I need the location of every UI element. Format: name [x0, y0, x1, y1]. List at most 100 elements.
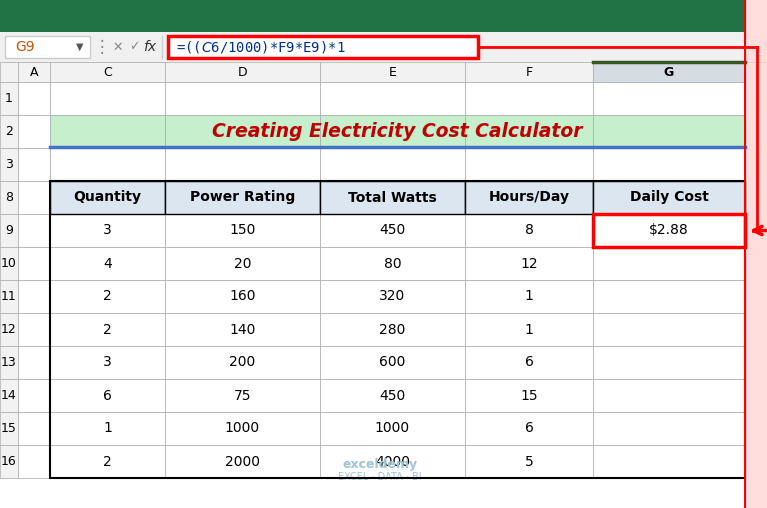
Bar [165, 379, 320, 412]
Bar [465, 82, 593, 115]
Bar [18, 82, 50, 115]
Bar [320, 214, 465, 247]
Text: Daily Cost: Daily Cost [630, 190, 709, 205]
Text: C: C [103, 66, 112, 79]
Text: E: E [389, 66, 397, 79]
Text: 4: 4 [103, 257, 112, 270]
Bar [465, 148, 593, 181]
Text: 1: 1 [5, 92, 13, 105]
Bar [465, 313, 593, 346]
Bar [320, 379, 465, 412]
Bar [18, 115, 50, 148]
Text: exceldemy: exceldemy [342, 458, 417, 471]
Bar [168, 36, 478, 58]
Text: 280: 280 [380, 323, 406, 336]
Text: 8: 8 [525, 224, 533, 238]
Text: 6: 6 [525, 422, 533, 435]
Bar [0, 32, 767, 62]
Bar [465, 181, 593, 214]
Text: 1: 1 [525, 323, 533, 336]
Bar [50, 445, 165, 478]
Bar [593, 379, 745, 412]
Bar [465, 445, 593, 478]
Bar [18, 247, 50, 280]
Text: Quantity: Quantity [74, 190, 141, 205]
Bar [0, 62, 18, 82]
Bar [320, 445, 465, 478]
Bar [465, 62, 593, 82]
Text: G: G [664, 66, 674, 79]
Bar [593, 62, 745, 82]
Text: 2: 2 [103, 455, 112, 468]
Bar [18, 412, 50, 445]
Bar [18, 346, 50, 379]
Text: 150: 150 [229, 224, 255, 238]
Bar [465, 247, 593, 280]
Bar [593, 445, 745, 478]
Bar [165, 181, 320, 214]
Bar [165, 445, 320, 478]
Bar [0, 115, 18, 148]
Text: 2: 2 [103, 323, 112, 336]
Bar [50, 280, 165, 313]
Text: 4000: 4000 [375, 455, 410, 468]
Text: 3: 3 [103, 356, 112, 369]
Bar [593, 148, 745, 181]
Bar [745, 0, 767, 508]
Text: 75: 75 [234, 389, 252, 402]
Text: Power Rating: Power Rating [190, 190, 295, 205]
Text: 9: 9 [5, 224, 13, 237]
Text: 20: 20 [234, 257, 252, 270]
Text: 6: 6 [525, 356, 533, 369]
Bar [593, 181, 745, 214]
Bar [320, 181, 465, 214]
Text: ⋮: ⋮ [94, 38, 110, 56]
Text: 2000: 2000 [225, 455, 260, 468]
Bar [50, 346, 165, 379]
Bar [50, 148, 165, 181]
Text: $2.88: $2.88 [649, 224, 689, 238]
Bar [18, 313, 50, 346]
Text: 450: 450 [380, 224, 406, 238]
Text: fx: fx [143, 40, 156, 54]
Bar [50, 82, 165, 115]
Bar [50, 115, 165, 148]
Bar [593, 214, 745, 247]
Bar [165, 62, 320, 82]
Text: Total Watts: Total Watts [348, 190, 437, 205]
Bar [320, 115, 465, 148]
Bar [165, 82, 320, 115]
Text: EXCEL · DATA · BI: EXCEL · DATA · BI [338, 472, 422, 482]
Text: 11: 11 [1, 290, 17, 303]
Text: 1: 1 [103, 422, 112, 435]
Bar [50, 181, 745, 478]
Bar [0, 313, 18, 346]
Bar [0, 412, 18, 445]
Bar [593, 181, 745, 214]
Bar [50, 379, 165, 412]
Bar [50, 181, 165, 214]
Bar [0, 445, 18, 478]
Bar [320, 148, 465, 181]
Bar [593, 247, 745, 280]
Text: ✕: ✕ [113, 41, 123, 53]
Bar [593, 346, 745, 379]
Text: 16: 16 [1, 455, 17, 468]
Bar [320, 346, 465, 379]
Bar [18, 62, 50, 82]
Bar [50, 313, 165, 346]
Text: Creating Electricity Cost Calculator: Creating Electricity Cost Calculator [212, 122, 583, 141]
Text: 8: 8 [5, 191, 13, 204]
Text: 160: 160 [229, 290, 255, 303]
Text: 1000: 1000 [375, 422, 410, 435]
Bar [320, 181, 465, 214]
Bar [0, 379, 18, 412]
Bar [18, 148, 50, 181]
Bar [320, 412, 465, 445]
Text: 450: 450 [380, 389, 406, 402]
Bar [465, 346, 593, 379]
Text: 6: 6 [103, 389, 112, 402]
Bar [165, 412, 320, 445]
Text: F: F [525, 66, 532, 79]
Bar [165, 181, 320, 214]
